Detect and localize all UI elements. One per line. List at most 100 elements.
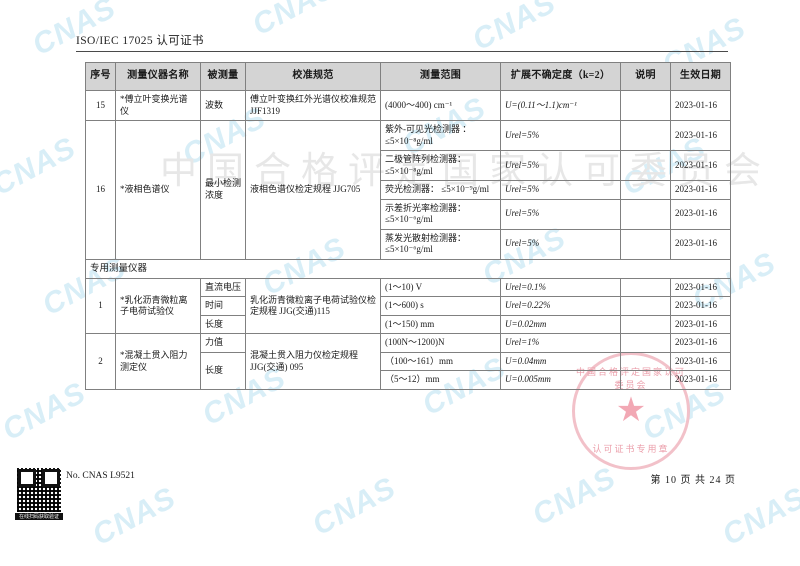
cell-range: (100N～1200)N [380, 333, 501, 353]
cell-spec: 乳化沥青微粒离子电荷试验仪检定规程 JJG(交通)115 [245, 277, 381, 335]
cell-name: *液相色谱仪 [115, 120, 201, 260]
table-row: 2 *混凝土贯入阻力测定仪 力值 混凝土贯入阻力仪检定规程 JJG(交通) 09… [85, 333, 731, 390]
cell-num: 1 [85, 277, 116, 335]
col-header-measurand: 被测量 [200, 62, 246, 91]
table-row: 荧光检测器： ≤5×10⁻⁹g/ml Urel=5% 2023-01-16 [86, 180, 731, 200]
cell-spec: 混凝土贯入阻力仪检定规程 JJG(交通) 095 [245, 333, 381, 390]
cell-date: 2023-01-16 [670, 351, 731, 372]
table-row: 时间 (1～600) s Urel=0.22% 2023-01-16 [86, 296, 731, 316]
cell-uncertainty: Urel=5% [500, 150, 621, 182]
watermark-cnas: CNAS [0, 131, 82, 203]
cell-note [620, 277, 671, 298]
cell-date: 2023-01-16 [670, 296, 731, 316]
cell-uncertainty: Urel=0.22% [500, 296, 621, 316]
cell-uncertainty: U=0.005mm [500, 370, 621, 390]
watermark-cnas: CNAS [307, 471, 402, 543]
cell-uncertainty: U=(0.11～1.1)cm⁻¹ [500, 89, 621, 122]
qr-code-icon[interactable] [17, 468, 61, 512]
cell-measurand: 时间 [200, 296, 246, 316]
capability-table: 序号 测量仪器名称 被测量 校准规范 测量范围 扩展不确定度（k=2） 说明 生… [85, 62, 731, 390]
cell-uncertainty: U=0.02mm [500, 314, 621, 335]
cell-date: 2023-01-16 [670, 333, 731, 353]
cell-note [620, 120, 671, 152]
cell-date: 2023-01-16 [670, 120, 731, 152]
watermark-cnas: CNAS [87, 481, 182, 553]
table-row: 蒸发光散射检测器：≤5×10⁻⁶g/ml Urel=5% 2023-01-16 [86, 228, 731, 260]
cell-range: 紫外-可见光检测器 ：≤5×10⁻⁸g/ml [380, 120, 501, 152]
cell-spec: 傅立叶变换红外光谱仪校准规范 JJF1319 [245, 89, 381, 122]
col-header-range: 测量范围 [380, 62, 501, 91]
cell-note [620, 150, 671, 182]
cell-uncertainty: Urel=5% [500, 228, 621, 260]
cell-range: (1～150) mm [380, 314, 501, 335]
cell-range: (4000～400) cm⁻¹ [380, 89, 501, 122]
cell-date: 2023-01-16 [670, 277, 731, 298]
col-header-uncertainty: 扩展不确定度（k=2） [500, 62, 621, 91]
cell-name: *傅立叶变换光谱仪 [115, 89, 201, 122]
cell-uncertainty: U=0.04mm [500, 351, 621, 372]
cell-measurand: 直流电压 [200, 277, 246, 298]
document-header: ISO/IEC 17025 认可证书 [76, 32, 728, 52]
cell-note [620, 370, 671, 390]
cell-date: 2023-01-16 [670, 150, 731, 182]
qr-caption: 在线扫码获取验证 [15, 513, 63, 520]
cell-note [620, 351, 671, 372]
cell-uncertainty: Urel=0.1% [500, 277, 621, 298]
cell-measurand: 长度 [200, 351, 246, 390]
cell-note [620, 296, 671, 316]
cell-num: 2 [85, 333, 116, 390]
cell-range: 蒸发光散射检测器：≤5×10⁻⁶g/ml [380, 228, 501, 260]
cell-note [620, 180, 671, 200]
cell-measurand: 波数 [200, 89, 246, 122]
cell-date: 2023-01-16 [670, 314, 731, 335]
cell-note [620, 333, 671, 353]
cell-range: （100～161）mm [380, 351, 501, 372]
watermark-cnas: CNAS [0, 376, 92, 448]
cell-note [620, 89, 671, 122]
cell-measurand: 力值 [200, 333, 246, 353]
table-row: （5～12）mm U=0.005mm 2023-01-16 [86, 370, 731, 390]
cell-range: 荧光检测器： ≤5×10⁻⁹g/ml [380, 180, 501, 200]
cell-measurand: 长度 [200, 314, 246, 335]
cell-range: （5～12）mm [380, 370, 501, 390]
section-label: 专用测量仪器 [85, 258, 731, 279]
cell-name: *乳化沥青微粒离子电荷试验仪 [115, 277, 201, 335]
cell-date: 2023-01-16 [670, 180, 731, 200]
cell-date: 2023-01-16 [670, 89, 731, 122]
cell-uncertainty: Urel=1% [500, 333, 621, 353]
cell-name: *混凝土贯入阻力测定仪 [115, 333, 201, 390]
cell-note [620, 228, 671, 260]
cell-num: 16 [85, 120, 116, 260]
table-row: 长度 (1～150) mm U=0.02mm 2023-01-16 [86, 314, 731, 335]
certificate-number: No. CNAS L9521 [66, 471, 135, 481]
cell-uncertainty: Urel=5% [500, 198, 621, 230]
col-header-num: 序号 [85, 62, 116, 91]
watermark-cnas: CNAS [527, 461, 622, 533]
page-number: 第 10 页 共 24 页 [650, 475, 736, 486]
col-header-note: 说明 [620, 62, 671, 91]
seal-star-icon: ★ [615, 392, 647, 429]
table-row: 长度 （100～161）mm U=0.04mm 2023-01-16 [86, 351, 731, 390]
col-header-name: 测量仪器名称 [115, 62, 201, 91]
table-row: 16 *液相色谱仪 最小检测浓度 液相色谱仪检定规程 JJG705 紫外-可见光… [85, 120, 731, 260]
table-row: 二极管阵列检测器：≤5×10⁻⁸g/ml Urel=5% 2023-01-16 [86, 150, 731, 182]
cell-measurand: 最小检测浓度 [200, 120, 246, 260]
cell-date: 2023-01-16 [670, 370, 731, 390]
watermark-cnas: CNAS [717, 481, 800, 553]
cell-date: 2023-01-16 [670, 228, 731, 260]
cell-range: (1～10) V [380, 277, 501, 298]
certificate-table-wrap: 序号 测量仪器名称 被测量 校准规范 测量范围 扩展不确定度（k=2） 说明 生… [85, 62, 731, 390]
cell-range: 示差折光率检测器：≤5×10⁻⁶g/ml [380, 198, 501, 230]
table-row: 15 *傅立叶变换光谱仪 波数 傅立叶变换红外光谱仪校准规范 JJF1319 (… [85, 89, 731, 122]
cell-uncertainty: Urel=5% [500, 180, 621, 200]
page-title: ISO/IEC 17025 认可证书 [76, 35, 204, 47]
cell-note [620, 314, 671, 335]
cell-spec: 液相色谱仪检定规程 JJG705 [245, 120, 381, 260]
cell-num: 15 [85, 89, 116, 122]
table-row: 1 *乳化沥青微粒离子电荷试验仪 直流电压 乳化沥青微粒离子电荷试验仪检定规程 … [85, 277, 731, 335]
cell-range: (1～600) s [380, 296, 501, 316]
seal-bottom-text: 认可证书专用章 [592, 445, 670, 455]
col-header-spec: 校准规范 [245, 62, 381, 91]
col-header-date: 生效日期 [670, 62, 731, 91]
